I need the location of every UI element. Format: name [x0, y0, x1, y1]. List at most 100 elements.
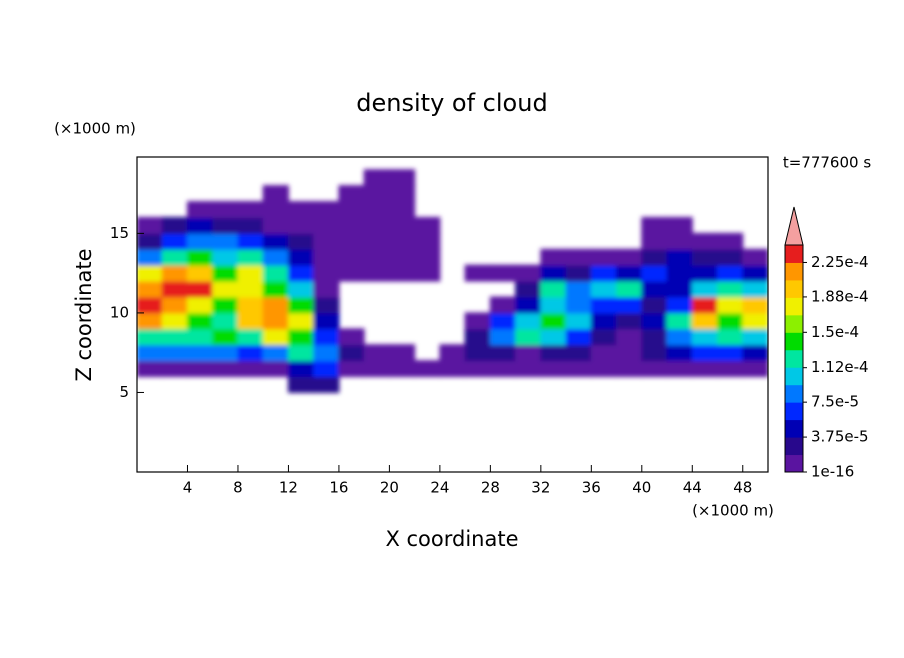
density-cell	[313, 216, 340, 234]
x-tick-label: 32	[531, 479, 550, 497]
density-cell	[237, 312, 264, 330]
x-tick-label: 44	[683, 479, 702, 497]
density-cell	[742, 312, 768, 330]
density-cell	[237, 296, 264, 314]
density-cell	[313, 328, 340, 346]
density-cell	[742, 360, 768, 378]
density-cell	[464, 264, 491, 282]
density-cell	[262, 296, 289, 314]
density-cell	[137, 360, 163, 378]
density-cell	[186, 312, 214, 330]
density-cell	[287, 360, 315, 378]
density-cell	[666, 280, 693, 298]
density-cell	[540, 264, 567, 282]
colorbar-band	[785, 245, 803, 263]
density-cell	[388, 201, 416, 218]
density-cell	[161, 312, 188, 330]
plot-area	[137, 169, 768, 393]
density-cell	[388, 185, 416, 203]
density-cell	[237, 232, 264, 250]
density-cell	[287, 344, 315, 362]
density-cell	[212, 312, 239, 330]
density-cell	[565, 296, 592, 314]
density-cell	[515, 264, 542, 282]
density-cell	[237, 264, 264, 282]
density-cell	[717, 344, 744, 362]
density-cell	[212, 232, 239, 250]
density-cell	[137, 248, 163, 266]
colorbar-tick-label: 1.5e-4	[811, 323, 859, 341]
colorbar-band	[785, 419, 803, 438]
density-cell	[641, 248, 668, 266]
density-cell	[186, 360, 214, 378]
density-cell	[641, 312, 668, 330]
colorbar-band	[785, 367, 803, 386]
x-tick-label: 28	[481, 479, 500, 497]
x-unit: (×1000 m)	[692, 502, 774, 520]
density-cell	[489, 296, 517, 314]
colorbar-tick-label: 7.5e-5	[811, 393, 859, 411]
density-cell	[137, 216, 163, 234]
density-cell	[262, 360, 289, 378]
density-cell	[616, 360, 643, 378]
x-axis-label: X coordinate	[385, 527, 518, 551]
density-cell	[363, 185, 390, 203]
density-cell	[212, 280, 239, 298]
density-cell	[515, 360, 542, 378]
density-cell	[515, 280, 542, 298]
y-tick-label: 10	[110, 303, 129, 321]
density-cell	[691, 312, 719, 330]
density-cell	[363, 232, 390, 250]
density-cell	[717, 264, 744, 282]
density-cell	[388, 248, 416, 266]
density-cell	[489, 360, 517, 378]
density-cell	[717, 312, 744, 330]
density-cell	[338, 232, 365, 250]
density-cell	[313, 248, 340, 266]
density-cell	[590, 328, 618, 346]
density-cell	[363, 216, 390, 234]
density-cell	[565, 280, 592, 298]
density-cell	[515, 344, 542, 362]
density-cell	[666, 232, 693, 250]
density-cell	[540, 312, 567, 330]
density-cell	[388, 216, 416, 234]
density-cell	[414, 248, 441, 266]
y-tick-label: 5	[119, 383, 129, 401]
density-cell	[161, 280, 188, 298]
density-cell	[287, 280, 315, 298]
density-cell	[137, 344, 163, 362]
density-cell	[186, 296, 214, 314]
density-cell	[515, 296, 542, 314]
density-cell	[717, 360, 744, 378]
density-cell	[439, 360, 466, 378]
density-cell	[666, 312, 693, 330]
density-cell	[565, 360, 592, 378]
density-cell	[161, 248, 188, 266]
x-tick-label: 48	[733, 479, 752, 497]
colorbar-band	[785, 384, 803, 403]
colorbar-band	[785, 279, 803, 298]
density-cell	[590, 312, 618, 330]
density-cell	[262, 312, 289, 330]
density-cell	[691, 280, 719, 298]
density-cell	[212, 216, 239, 234]
density-cell	[666, 360, 693, 378]
density-cell	[313, 232, 340, 250]
density-cell	[212, 344, 239, 362]
density-cell	[565, 312, 592, 330]
colorbar-band	[785, 314, 803, 333]
density-cell	[186, 201, 214, 218]
x-tick-label: 20	[380, 479, 399, 497]
density-cell	[262, 280, 289, 298]
density-cell	[161, 264, 188, 282]
x-tick-label: 36	[582, 479, 601, 497]
density-cell	[691, 328, 719, 346]
density-cell	[262, 185, 289, 203]
density-cell	[666, 296, 693, 314]
density-cell	[338, 201, 365, 218]
density-cell	[338, 328, 365, 346]
chart-title: density of cloud	[356, 89, 547, 117]
density-cell	[414, 232, 441, 250]
density-cell	[414, 264, 441, 282]
